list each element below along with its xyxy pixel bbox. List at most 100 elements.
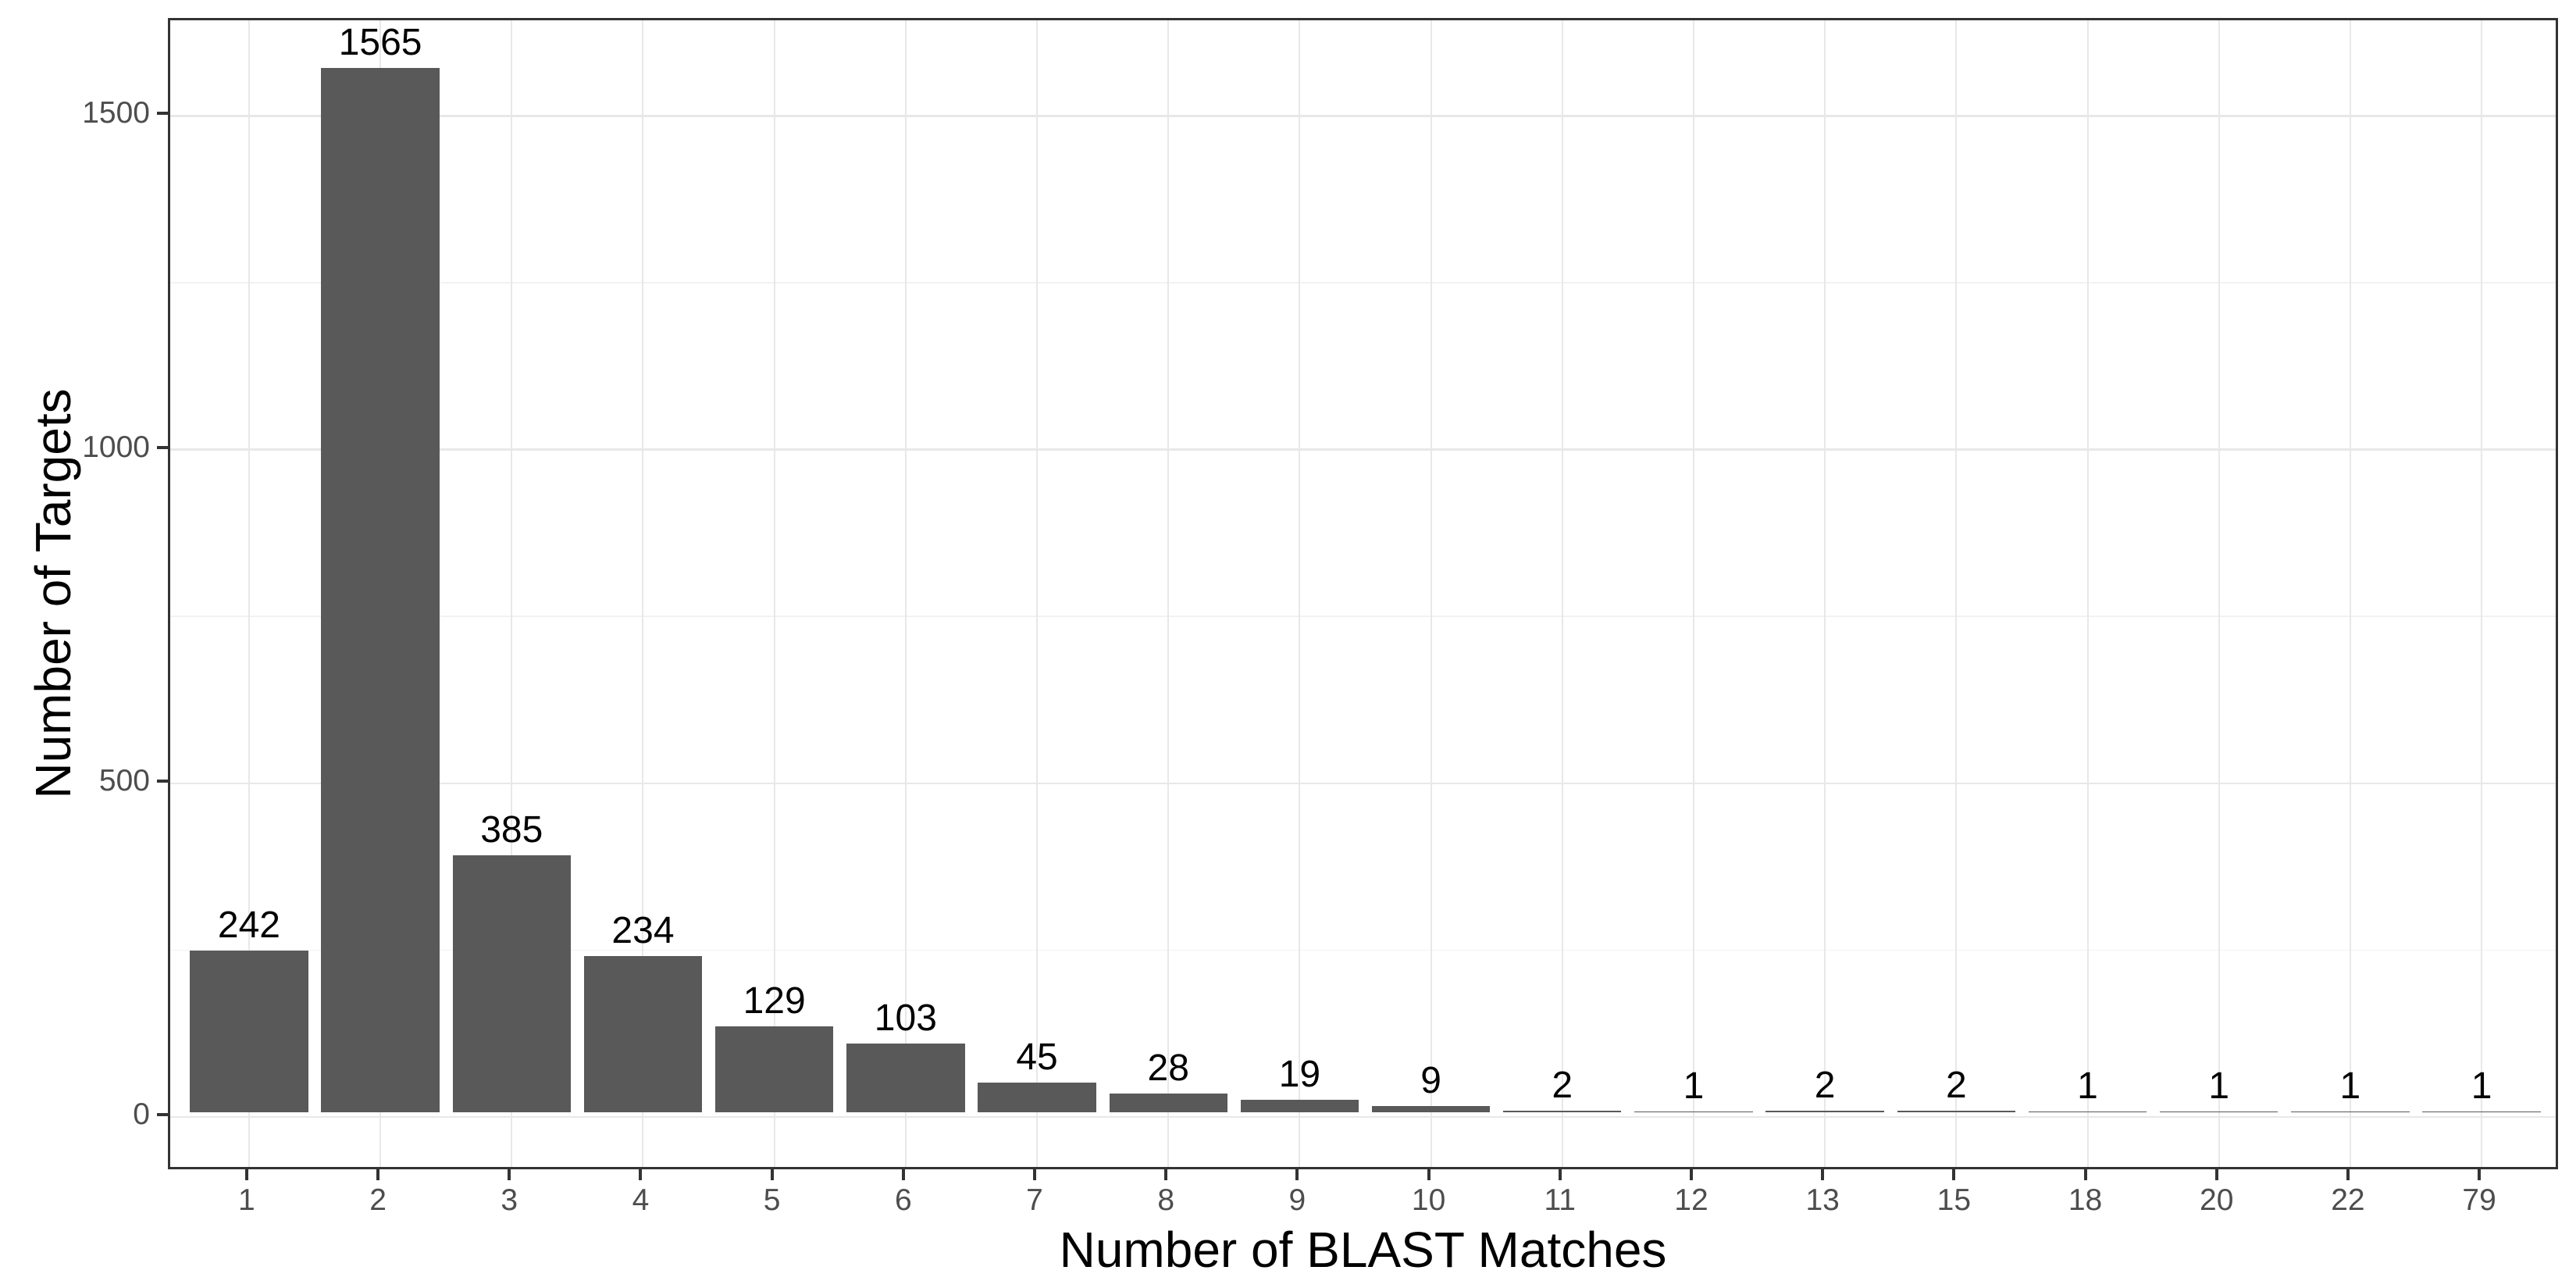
vertical-gridline	[1824, 20, 1826, 1167]
vertical-gridline	[773, 20, 775, 1167]
y-tick-label: 1000	[82, 430, 150, 464]
bar	[846, 1044, 965, 1112]
plot-panel: 242 1565 385 234 129 103 45 28 19 9 2 1 2 2 1 1 1 1	[168, 18, 2558, 1169]
x-tick-label: 18	[2068, 1183, 2103, 1217]
minor-gridline	[170, 616, 2556, 617]
x-tick-label: 1	[238, 1183, 255, 1217]
bar	[321, 67, 440, 1112]
vertical-gridline	[248, 20, 250, 1167]
minor-gridline	[170, 949, 2556, 951]
x-tick-label: 8	[1157, 1183, 1175, 1217]
x-axis-tick	[1427, 1169, 1431, 1180]
vertical-gridline	[1036, 20, 1039, 1167]
bar-value-label: 2	[1814, 1065, 1836, 1107]
x-axis-tick	[639, 1169, 643, 1180]
x-axis-tick	[1033, 1169, 1037, 1180]
x-axis-tick	[376, 1169, 380, 1180]
vertical-gridline	[1299, 20, 1301, 1167]
x-axis-tick	[1295, 1169, 1299, 1180]
bar-value-label: 1	[1683, 1065, 1705, 1108]
bar	[1765, 1111, 1884, 1112]
y-tick-label: 500	[98, 763, 150, 798]
x-axis-tick	[508, 1169, 511, 1180]
bar	[1371, 1106, 1491, 1112]
bar-value-label: 45	[1016, 1036, 1058, 1078]
y-axis-tick	[157, 445, 168, 449]
bar	[452, 855, 571, 1112]
minor-gridline	[170, 282, 2556, 284]
bar-value-label: 28	[1147, 1047, 1189, 1090]
x-tick-label: 79	[2462, 1183, 2496, 1217]
vertical-gridline	[642, 20, 644, 1167]
bar-value-label: 1	[2208, 1065, 2230, 1108]
x-tick-label: 22	[2331, 1183, 2365, 1217]
bar-value-label: 385	[480, 809, 543, 851]
x-axis-tick	[901, 1169, 905, 1180]
x-tick-label: 11	[1544, 1183, 1577, 1217]
bar-value-label: 1	[2077, 1065, 2098, 1108]
x-tick-label: 13	[1805, 1183, 1840, 1217]
bar	[714, 1026, 834, 1112]
bar-value-label: 1565	[338, 21, 422, 63]
vertical-gridline	[1692, 20, 1694, 1167]
vertical-gridline	[904, 20, 907, 1167]
x-tick-label: 6	[894, 1183, 912, 1217]
bar-value-label: 19	[1278, 1053, 1321, 1095]
vertical-gridline	[1561, 20, 1563, 1167]
bar	[1897, 1111, 2016, 1112]
vertical-gridline	[1955, 20, 1958, 1167]
x-axis-tick	[1558, 1169, 1562, 1180]
x-axis-tick	[2478, 1169, 2482, 1180]
x-axis-tick	[1689, 1169, 1693, 1180]
bar-value-label: 242	[217, 905, 280, 947]
x-axis-title: Number of BLAST Matches	[1059, 1222, 1667, 1278]
major-gridline	[170, 115, 2556, 117]
bar-value-label: 1	[2339, 1065, 2361, 1108]
x-axis-tick	[1164, 1169, 1168, 1180]
bar	[1109, 1094, 1227, 1112]
vertical-gridline	[1167, 20, 1170, 1167]
bar	[978, 1082, 1096, 1112]
major-gridline	[170, 448, 2556, 451]
bar-value-label: 1	[2471, 1065, 2492, 1108]
major-gridline	[170, 1115, 2556, 1119]
x-axis-tick	[244, 1169, 248, 1180]
x-axis-tick	[2346, 1169, 2350, 1180]
bar-value-label: 9	[1420, 1060, 1441, 1102]
major-gridline	[170, 782, 2556, 785]
y-axis-tick	[157, 112, 168, 116]
bar-value-label: 103	[874, 997, 937, 1039]
bar-value-label: 2	[1945, 1065, 1967, 1107]
x-tick-label: 12	[1674, 1183, 1708, 1217]
x-axis-tick	[2214, 1169, 2218, 1180]
vertical-gridline	[2086, 20, 2089, 1167]
y-tick-label: 0	[133, 1097, 150, 1131]
vertical-gridline	[511, 20, 513, 1167]
bar	[583, 956, 703, 1112]
x-axis-tick	[2083, 1169, 2087, 1180]
x-tick-label: 20	[2200, 1183, 2234, 1217]
bar	[1240, 1099, 1359, 1112]
x-tick-label: 3	[501, 1183, 518, 1217]
vertical-gridline	[1430, 20, 1432, 1167]
bar-value-label: 234	[611, 910, 675, 952]
x-tick-label: 4	[632, 1183, 650, 1217]
y-tick-label: 1500	[82, 96, 150, 130]
x-tick-label: 5	[763, 1183, 781, 1217]
bar	[190, 951, 308, 1112]
x-tick-label: 9	[1288, 1183, 1306, 1217]
x-axis-tick	[1952, 1169, 1956, 1180]
x-tick-label: 7	[1026, 1183, 1043, 1217]
vertical-gridline	[2218, 20, 2220, 1167]
x-tick-label: 10	[1411, 1183, 1446, 1217]
x-axis-tick	[1821, 1169, 1825, 1180]
bar	[1503, 1111, 1622, 1112]
x-tick-label: 15	[1936, 1183, 1972, 1217]
y-axis-tick	[157, 1113, 168, 1116]
bar-value-label: 129	[743, 979, 806, 1022]
bar-value-label: 2	[1552, 1065, 1573, 1107]
y-axis-tick	[157, 779, 168, 783]
x-axis-tick	[770, 1169, 774, 1180]
x-tick-label: 2	[369, 1183, 387, 1217]
